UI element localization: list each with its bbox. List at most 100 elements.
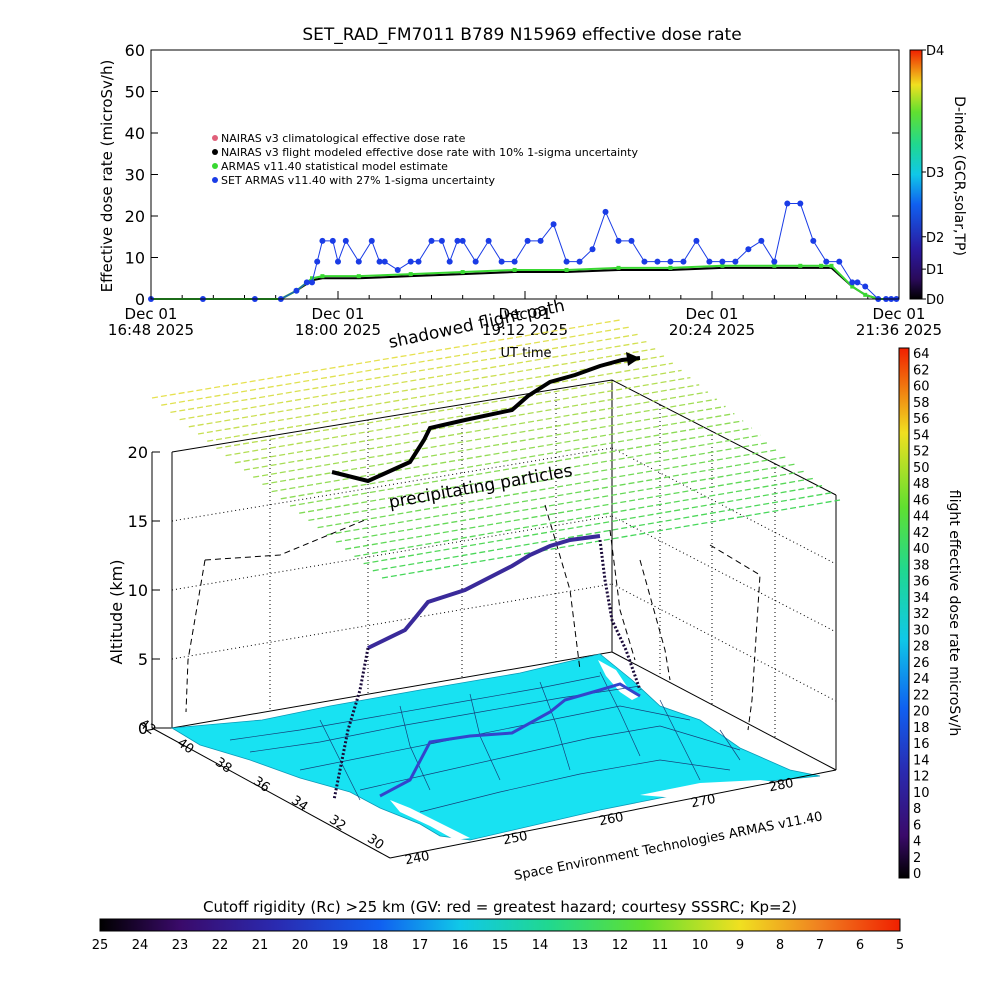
precip-dash-row <box>161 326 629 406</box>
flight-dose-tick-label: 14 <box>913 753 930 768</box>
data-point <box>693 237 700 244</box>
data-point <box>797 200 804 207</box>
data-point <box>415 258 422 265</box>
credit-label: Space Environment Technologies ARMAS v11… <box>513 809 824 884</box>
legend-label: NAIRAS v3 climatological effective dose … <box>221 132 466 145</box>
cutoff-tick-label: 6 <box>856 938 864 953</box>
data-point <box>376 258 383 265</box>
cutoff-tick-label: 13 <box>572 938 589 953</box>
data-point <box>602 208 609 215</box>
data-point <box>498 258 505 265</box>
cutoff-tick-label: 20 <box>292 938 309 953</box>
data-point <box>524 237 531 244</box>
data-point <box>798 263 803 268</box>
x-axis-label: UT time <box>501 346 552 361</box>
state-borders <box>229 671 741 813</box>
precip-dash-row <box>151 319 621 399</box>
precip-dash-row <box>345 470 805 550</box>
flight-path-altitude <box>367 534 601 650</box>
data-point <box>438 237 445 244</box>
data-point <box>310 276 315 281</box>
altitude-axis: 0 5 10 15 20 <box>128 443 160 738</box>
x-tick-label-date: Dec 01 <box>312 305 365 323</box>
series-line <box>151 203 897 300</box>
precip-dash-row <box>317 448 779 529</box>
y-tick-label: 10 <box>125 249 145 268</box>
flight-dose-tick-label: 26 <box>913 656 930 671</box>
shadowed-flight-path <box>331 356 641 484</box>
plot-frame <box>150 49 900 300</box>
y-tick-label: 50 <box>125 83 145 102</box>
data-point <box>850 284 855 289</box>
dindex-tick-label: D1 <box>926 263 944 278</box>
precip-dash-row <box>280 420 744 500</box>
flight-dose-tick-label: 48 <box>913 477 930 492</box>
precip-dash-row <box>179 340 647 421</box>
data-point <box>550 221 557 228</box>
flight-dose-tick-label: 40 <box>913 542 930 557</box>
x-tick-label-time: 20:24 2025 <box>669 321 755 339</box>
cutoff-tick-label: 17 <box>412 938 429 953</box>
longitude-axis: 240 250 260 270 280 <box>404 776 795 868</box>
latitude-tick-label: 36 <box>250 774 272 796</box>
data-point <box>706 258 713 265</box>
x-tick-label-date: Dec 01 <box>125 305 178 323</box>
flight-dose-tick-label: 38 <box>913 558 930 573</box>
precip-dash-row <box>363 484 823 565</box>
longitude-tick-label: 270 <box>690 792 717 811</box>
data-point <box>335 258 341 265</box>
x-tick-label-time: 21:36 2025 <box>856 321 942 339</box>
data-point <box>667 258 674 265</box>
data-point <box>745 246 752 253</box>
flight-dose-tick-label: 8 <box>913 802 921 817</box>
data-point <box>511 258 518 265</box>
precip-dash-row <box>216 369 682 450</box>
data-point <box>314 258 321 265</box>
data-point <box>355 258 362 265</box>
data-point <box>772 263 777 268</box>
data-point <box>320 274 325 279</box>
flight-dose-tick-label: 10 <box>913 786 930 801</box>
z-tick-label: 15 <box>128 512 148 531</box>
flight-dose-tick-label: 32 <box>913 607 930 622</box>
flight-dose-tick-label: 28 <box>913 640 930 655</box>
flight-dose-tick-label: 54 <box>913 428 930 443</box>
dindex-tick-label: D0 <box>926 293 944 308</box>
y-tick-label: 0 <box>135 290 145 309</box>
data-point <box>454 237 461 244</box>
flight-dose-tick-label: 62 <box>913 363 930 378</box>
data-point <box>863 292 868 297</box>
legend-marker <box>212 177 218 183</box>
data-point <box>329 237 336 244</box>
flight-dose-tick-label: 12 <box>913 770 930 785</box>
cutoff-tick-label: 9 <box>736 938 744 953</box>
data-point <box>537 237 544 244</box>
us-map-floor <box>170 653 821 841</box>
x-tick-label-date: Dec 01 <box>873 305 926 323</box>
precip-dash-row <box>225 376 691 457</box>
legend-marker <box>212 135 218 141</box>
flight-dose-tick-label: 60 <box>913 380 930 395</box>
z-tick-label: 5 <box>138 650 148 669</box>
ascent-markers <box>332 539 642 801</box>
data-point <box>576 258 583 265</box>
data-point <box>784 200 791 207</box>
precip-dash-row <box>335 463 797 543</box>
precip-dash-row <box>308 441 770 522</box>
y-tick-label: 60 <box>125 41 145 60</box>
dindex-tick-label: D3 <box>926 166 944 181</box>
flight-dose-tick-label: 24 <box>913 672 930 687</box>
cutoff-colorbar-label: Cutoff rigidity (Rc) >25 km (GV: red = g… <box>203 898 797 916</box>
x-tick-label-time: 18:00 2025 <box>295 321 381 339</box>
latitude-tick-label: 30 <box>364 831 386 853</box>
data-point <box>615 237 622 244</box>
flight-dose-tick-label: 58 <box>913 396 930 411</box>
cutoff-ticks: 25 24 23 22 21 20 19 18 17 16 15 14 13 12 11 10 9 8 7 6 5 <box>92 938 904 953</box>
data-point <box>668 265 673 270</box>
floor-axes <box>151 727 837 859</box>
precip-dash-row <box>188 348 656 428</box>
data-point <box>472 258 479 265</box>
data-point <box>394 266 401 273</box>
flight-dose-tick-label: 64 <box>913 347 930 362</box>
